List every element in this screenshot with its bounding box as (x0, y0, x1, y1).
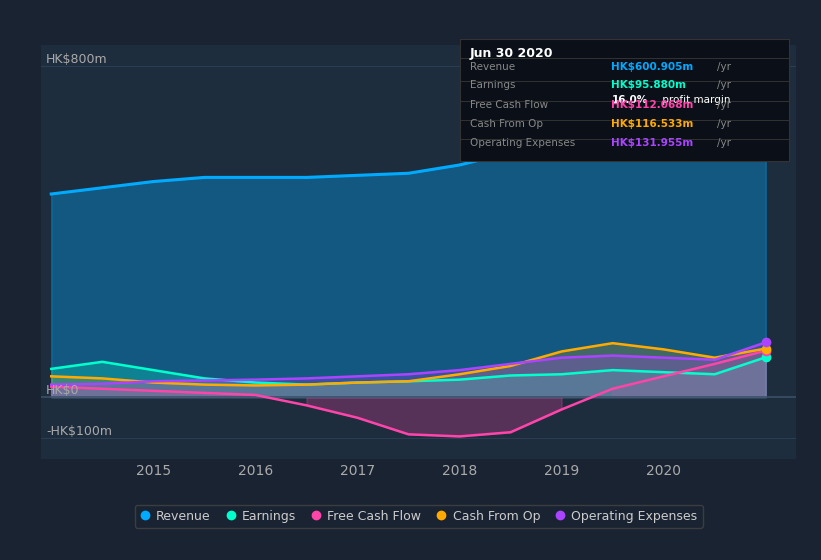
Text: HK$600.905m: HK$600.905m (612, 62, 694, 72)
Text: HK$112.068m: HK$112.068m (612, 100, 694, 110)
Text: Jun 30 2020: Jun 30 2020 (470, 47, 553, 60)
Text: HK$131.955m: HK$131.955m (612, 138, 694, 148)
Text: Cash From Op: Cash From Op (470, 119, 544, 129)
Text: profit margin: profit margin (659, 95, 731, 105)
Text: /yr: /yr (717, 138, 731, 148)
Text: Free Cash Flow: Free Cash Flow (470, 100, 548, 110)
Text: Earnings: Earnings (470, 80, 516, 90)
Text: HK$116.533m: HK$116.533m (612, 119, 694, 129)
Text: /yr: /yr (717, 100, 731, 110)
Text: HK$800m: HK$800m (46, 53, 108, 66)
Text: Operating Expenses: Operating Expenses (470, 138, 576, 148)
Text: /yr: /yr (717, 119, 731, 129)
Text: /yr: /yr (717, 80, 731, 90)
Text: 16.0%: 16.0% (612, 95, 648, 105)
Legend: Revenue, Earnings, Free Cash Flow, Cash From Op, Operating Expenses: Revenue, Earnings, Free Cash Flow, Cash … (135, 505, 703, 528)
Text: Revenue: Revenue (470, 62, 516, 72)
Text: HK$95.880m: HK$95.880m (612, 80, 686, 90)
Text: -HK$100m: -HK$100m (46, 426, 112, 438)
Text: HK$0: HK$0 (46, 384, 80, 397)
Text: /yr: /yr (717, 62, 731, 72)
